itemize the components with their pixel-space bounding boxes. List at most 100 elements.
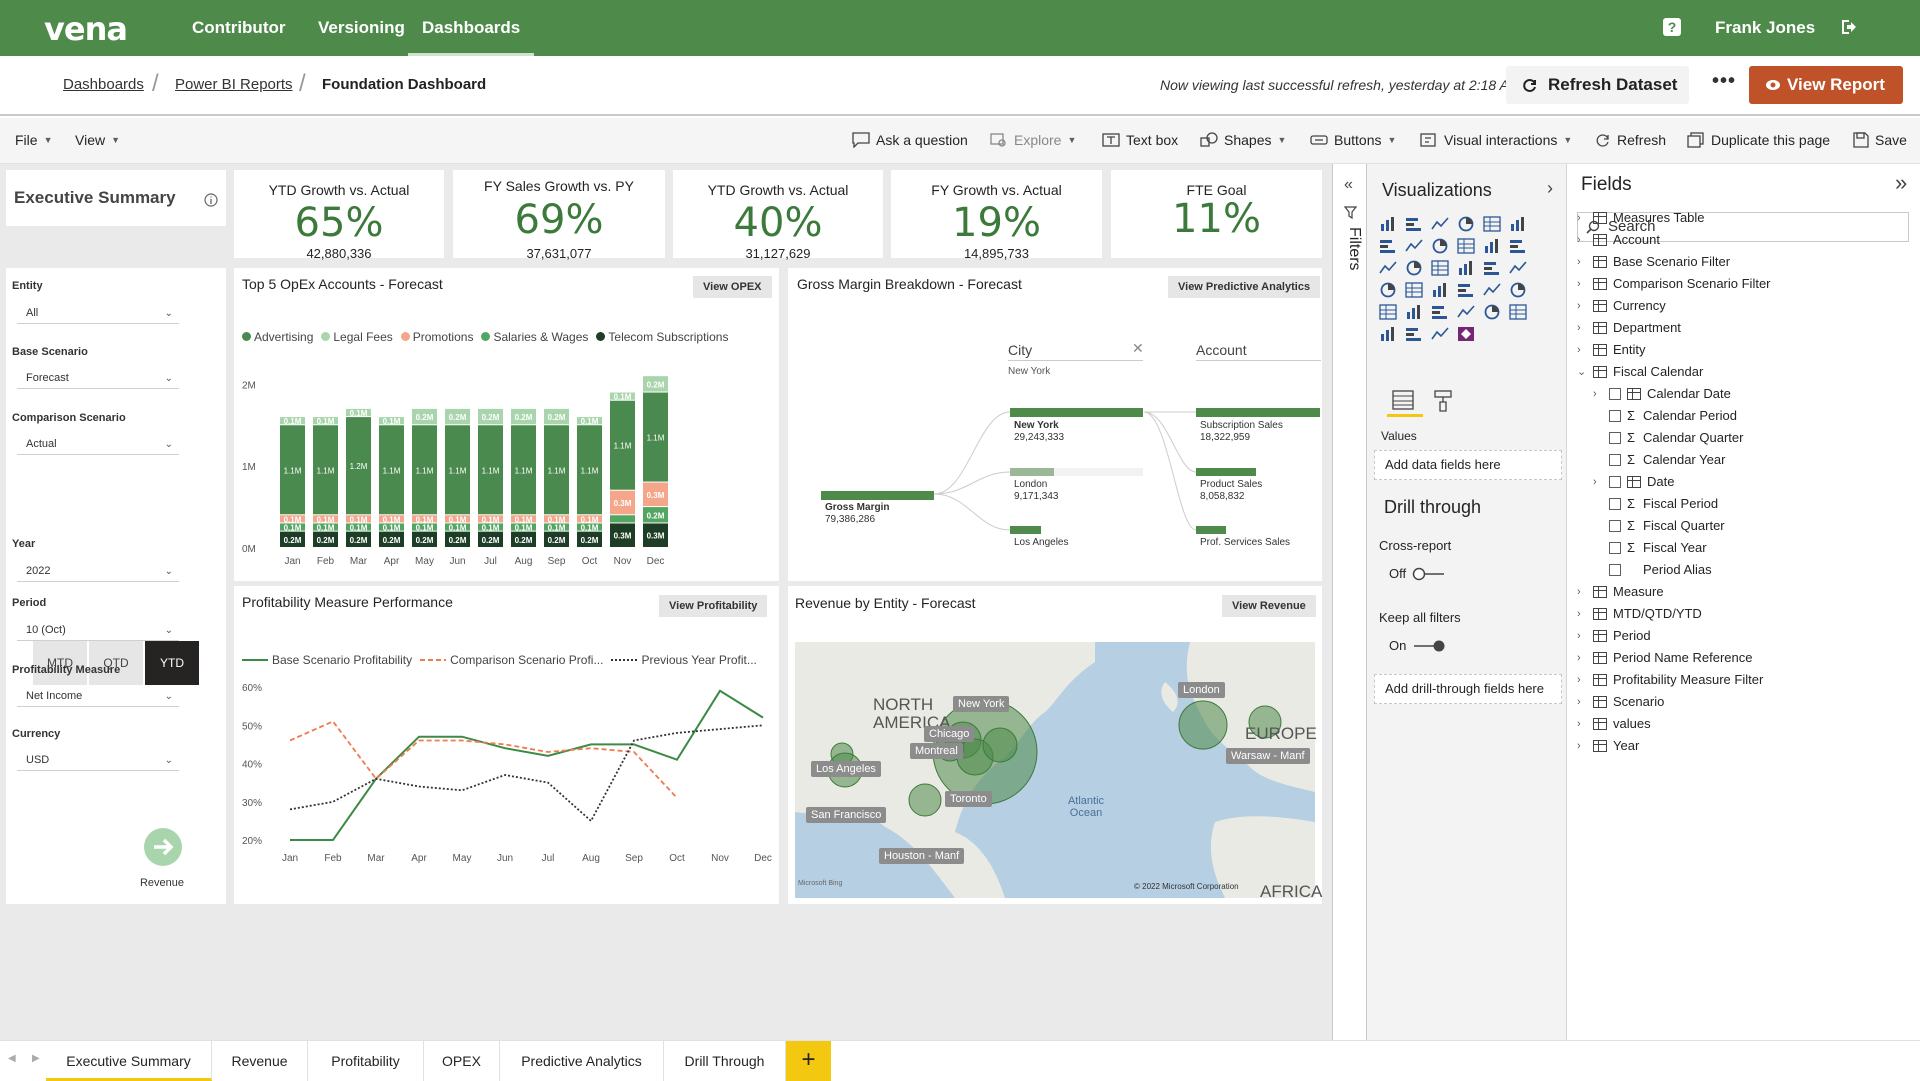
bar-segment[interactable] xyxy=(610,400,635,490)
info-icon[interactable] xyxy=(204,193,218,207)
bar-segment[interactable] xyxy=(412,523,437,531)
chevron-right-icon[interactable]: › xyxy=(1577,255,1581,268)
bar-segment[interactable] xyxy=(313,417,338,425)
gauge-visual-icon[interactable] xyxy=(1431,282,1451,300)
bar-segment[interactable] xyxy=(379,523,404,531)
multi-row-card-visual-icon[interactable] xyxy=(1483,282,1503,300)
bubble-london[interactable] xyxy=(1178,700,1228,750)
field-checkbox[interactable] xyxy=(1609,563,1621,576)
field-item[interactable]: › Period xyxy=(1577,628,1651,643)
treemap-visual-icon[interactable] xyxy=(1509,260,1529,278)
bar-segment[interactable] xyxy=(478,523,503,531)
matrix-visual-icon[interactable] xyxy=(1431,304,1451,322)
breadcrumb-power-bi-reports[interactable]: Power BI Reports xyxy=(175,76,293,93)
field-item[interactable]: › Comparison Scenario Filter xyxy=(1577,276,1771,291)
bar-segment[interactable] xyxy=(280,523,305,531)
field-checkbox[interactable] xyxy=(1609,475,1621,488)
decomposition-visual-icon[interactable] xyxy=(1457,304,1477,322)
chevron-right-icon[interactable]: › xyxy=(1547,178,1553,198)
bar-segment[interactable] xyxy=(610,515,635,523)
bubble-houston[interactable] xyxy=(908,783,942,817)
waterfall-visual-icon[interactable] xyxy=(1379,260,1399,278)
area-visual-icon[interactable] xyxy=(1405,238,1425,256)
nav-dashboards[interactable]: Dashboards xyxy=(408,0,535,56)
bar-segment[interactable] xyxy=(412,408,437,425)
view-report-button[interactable]: View Report xyxy=(1749,66,1903,104)
ribbon-visual-icon[interactable] xyxy=(1509,238,1529,256)
power-apps-visual-icon[interactable] xyxy=(1457,326,1477,344)
chevron-right-icon[interactable]: › xyxy=(1577,585,1581,598)
field-item[interactable]: › Date xyxy=(1593,474,1674,489)
bubble-warsaw[interactable] xyxy=(1248,705,1282,739)
field-item[interactable]: › Period Name Reference xyxy=(1577,650,1752,665)
stacked-column-visual-icon[interactable] xyxy=(1405,216,1425,234)
bar-segment[interactable] xyxy=(511,408,536,425)
bar-segment[interactable] xyxy=(643,507,668,523)
shapes-button[interactable]: Shapes ▼ xyxy=(1200,132,1286,148)
field-item[interactable]: › Year xyxy=(1577,738,1639,753)
bar-segment[interactable] xyxy=(643,392,668,482)
bubble-toronto-2[interactable] xyxy=(982,727,1018,763)
entity-dropdown[interactable]: All ⌄ xyxy=(17,300,179,324)
bar-segment[interactable] xyxy=(511,425,536,515)
bar-segment[interactable] xyxy=(478,425,503,515)
bar-segment[interactable] xyxy=(346,408,371,417)
chevron-right-icon[interactable]: › xyxy=(1577,629,1581,642)
100-bar-visual-icon[interactable] xyxy=(1483,216,1503,234)
field-checkbox[interactable] xyxy=(1609,497,1621,510)
city-bar-los-angeles[interactable] xyxy=(1010,526,1041,534)
bar-segment[interactable] xyxy=(313,515,338,523)
field-item[interactable]: Σ Calendar Period xyxy=(1593,408,1737,423)
chevron-right-icon[interactable]: › xyxy=(1593,387,1597,400)
bar-segment[interactable] xyxy=(313,523,338,531)
clustered-bar-visual-icon[interactable] xyxy=(1431,216,1451,234)
account-bar-services[interactable] xyxy=(1196,526,1226,534)
text-box-button[interactable]: Text box xyxy=(1102,132,1178,148)
view-opex-button[interactable]: View OPEX xyxy=(693,276,772,298)
bar-segment[interactable] xyxy=(478,531,503,547)
chevron-right-icon[interactable]: › xyxy=(1577,299,1581,312)
bar-segment[interactable] xyxy=(610,523,635,547)
chevron-right-icon[interactable]: › xyxy=(1577,695,1581,708)
bar-segment[interactable] xyxy=(511,523,536,531)
view-menu[interactable]: View ▼ xyxy=(75,132,120,148)
city-bar-new-york[interactable] xyxy=(1010,408,1143,417)
field-item[interactable]: › Measure xyxy=(1577,584,1664,599)
stacked-area-visual-icon[interactable] xyxy=(1431,238,1451,256)
donut-visual-icon[interactable] xyxy=(1483,260,1503,278)
scatter-visual-icon[interactable] xyxy=(1431,260,1451,278)
field-item[interactable]: › MTD/QTD/YTD xyxy=(1577,606,1702,621)
drill-through-drop-zone[interactable]: Add drill-through fields here xyxy=(1374,674,1562,704)
field-checkbox[interactable] xyxy=(1609,541,1621,554)
map-visual-icon[interactable] xyxy=(1379,282,1399,300)
bar-segment[interactable] xyxy=(643,376,668,392)
currency-dropdown[interactable]: USD ⌄ xyxy=(17,747,179,771)
bar-segment[interactable] xyxy=(445,523,470,531)
chevron-right-icon[interactable]: › xyxy=(1577,321,1581,334)
cross-report-toggle[interactable]: Off xyxy=(1389,566,1446,581)
bar-segment[interactable] xyxy=(280,531,305,547)
field-checkbox[interactable] xyxy=(1609,387,1621,400)
field-item[interactable]: Σ Fiscal Period xyxy=(1593,496,1718,511)
trophy-visual-icon[interactable] xyxy=(1405,326,1425,344)
chevron-right-icon[interactable]: › xyxy=(1577,673,1581,686)
bar-segment[interactable] xyxy=(577,425,602,515)
nav-contributor[interactable]: Contributor xyxy=(192,18,286,37)
bar-segment[interactable] xyxy=(346,531,371,547)
root-bar[interactable] xyxy=(821,491,934,500)
bar-segment[interactable] xyxy=(577,515,602,523)
logout-icon[interactable] xyxy=(1839,17,1859,37)
view-profitability-button[interactable]: View Profitability xyxy=(659,595,768,617)
field-item[interactable]: › Profitability Measure Filter xyxy=(1577,672,1763,687)
bar-segment[interactable] xyxy=(313,425,338,515)
bar-segment[interactable] xyxy=(412,425,437,515)
keep-filters-toggle[interactable]: On xyxy=(1389,638,1446,653)
bar-segment[interactable] xyxy=(280,417,305,425)
chevron-right-icon[interactable]: › xyxy=(1577,277,1581,290)
line-column-visual-icon[interactable] xyxy=(1457,238,1477,256)
bar-segment[interactable] xyxy=(544,515,569,523)
vena-logo[interactable]: vena xyxy=(44,10,128,48)
save-button[interactable]: Save xyxy=(1853,132,1907,148)
bar-segment[interactable] xyxy=(280,425,305,515)
ask-question-button[interactable]: Ask a question xyxy=(852,132,968,148)
